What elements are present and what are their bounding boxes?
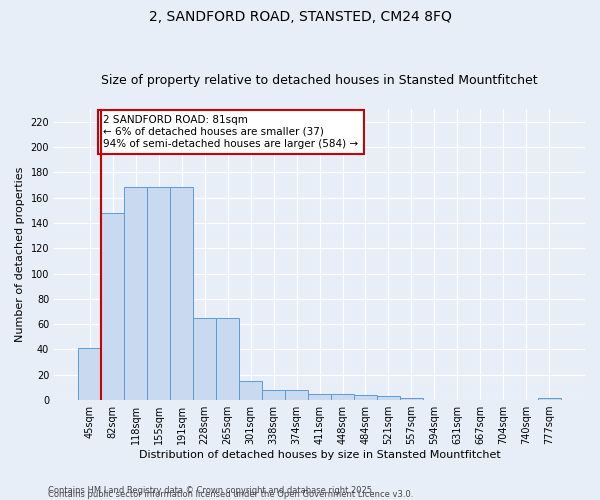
Text: Contains HM Land Registry data © Crown copyright and database right 2025.: Contains HM Land Registry data © Crown c… (48, 486, 374, 495)
X-axis label: Distribution of detached houses by size in Stansted Mountfitchet: Distribution of detached houses by size … (139, 450, 500, 460)
Bar (239, 381, 262, 400)
Title: Size of property relative to detached houses in Stansted Mountfitchet: Size of property relative to detached ho… (101, 74, 538, 87)
Text: Contains public sector information licensed under the Open Government Licence v3: Contains public sector information licen… (48, 490, 413, 499)
Bar (216, 318, 239, 400)
Bar (124, 188, 147, 400)
Bar (308, 394, 331, 400)
Bar (354, 395, 377, 400)
Bar (262, 390, 285, 400)
Bar (331, 394, 354, 400)
Bar (170, 188, 193, 400)
Bar (101, 213, 124, 400)
Y-axis label: Number of detached properties: Number of detached properties (15, 167, 25, 342)
Text: 2, SANDFORD ROAD, STANSTED, CM24 8FQ: 2, SANDFORD ROAD, STANSTED, CM24 8FQ (149, 10, 451, 24)
Bar (400, 398, 423, 400)
Bar (377, 396, 400, 400)
Text: 2 SANDFORD ROAD: 81sqm
← 6% of detached houses are smaller (37)
94% of semi-deta: 2 SANDFORD ROAD: 81sqm ← 6% of detached … (103, 116, 359, 148)
Bar (538, 398, 561, 400)
Bar (193, 318, 216, 400)
Bar (285, 390, 308, 400)
Bar (78, 348, 101, 400)
Bar (147, 188, 170, 400)
